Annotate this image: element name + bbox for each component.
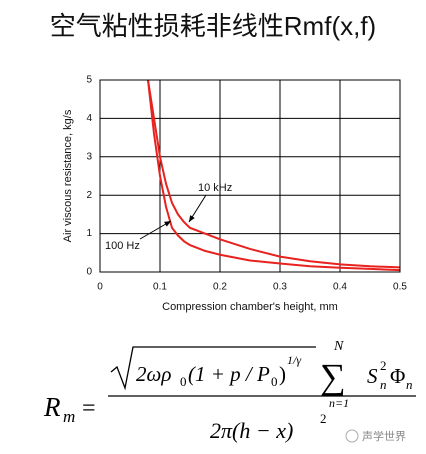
x-tick-label: 0.5 bbox=[393, 282, 407, 293]
formula-text: 1/γ bbox=[287, 353, 301, 367]
formula-text: Φ bbox=[390, 364, 405, 388]
x-tick-label: 0.2 bbox=[213, 282, 227, 293]
y-tick-label: 4 bbox=[86, 113, 92, 124]
formula-text: 2π(h − x) bbox=[210, 418, 293, 443]
formula-text: S bbox=[367, 364, 378, 388]
formula-text: 0 bbox=[180, 374, 187, 389]
plot-area: 0 1 2 3 4 5 0 0.1 0.2 0.3 0.4 0.5 100 Hz 10 kHz bbox=[86, 75, 407, 293]
formula-text: 2 bbox=[320, 411, 327, 426]
y-axis-label: Air viscous resistance, kg/s bbox=[62, 109, 74, 242]
arrow-head bbox=[189, 215, 195, 222]
formula-text: n=1 bbox=[329, 396, 349, 410]
x-tick-label: 0 bbox=[97, 282, 103, 293]
formula-text: (1 + p / P bbox=[188, 362, 270, 386]
plot-frame bbox=[99, 79, 401, 273]
formula-text: = bbox=[82, 396, 96, 422]
watermark-icon bbox=[345, 429, 359, 443]
formula-text: N bbox=[333, 339, 344, 354]
watermark: 声学世界 bbox=[362, 429, 406, 443]
formula-text: ) bbox=[279, 362, 286, 386]
series-label: 100 Hz bbox=[105, 240, 140, 252]
formula-text: 2 bbox=[380, 358, 387, 373]
formula-text: ∑ bbox=[320, 356, 346, 396]
formula-text: n bbox=[406, 377, 413, 392]
radical bbox=[110, 346, 316, 391]
formula: R m = 2ωρ 0 (1 + p / P 0 ) 1/γ ∑ N n=1 S… bbox=[43, 339, 416, 443]
series-label: 10 kHz bbox=[198, 182, 232, 194]
arrow-head bbox=[164, 221, 171, 227]
line-series bbox=[147, 79, 401, 269]
formula-text: 0 bbox=[271, 374, 278, 389]
x-axis-label: Compression chamber's height, mm bbox=[162, 301, 338, 313]
chart-title: 空气粘性损耗非线性Rmf(x,f) bbox=[50, 11, 376, 41]
y-tick-label: 1 bbox=[86, 228, 92, 239]
x-tick-label: 0.4 bbox=[333, 282, 347, 293]
line-series bbox=[147, 79, 401, 272]
formula-text: R bbox=[43, 392, 61, 422]
y-tick-label: 2 bbox=[86, 190, 92, 201]
formula-text: 2ωρ bbox=[136, 362, 171, 386]
formula-text: m bbox=[63, 407, 75, 426]
formula-text: n bbox=[380, 377, 387, 392]
x-tick-label: 0.1 bbox=[153, 282, 167, 293]
y-tick-label: 3 bbox=[86, 151, 92, 162]
y-tick-label: 0 bbox=[86, 267, 92, 278]
x-tick-label: 0.3 bbox=[273, 282, 287, 293]
y-tick-label: 5 bbox=[86, 75, 92, 86]
